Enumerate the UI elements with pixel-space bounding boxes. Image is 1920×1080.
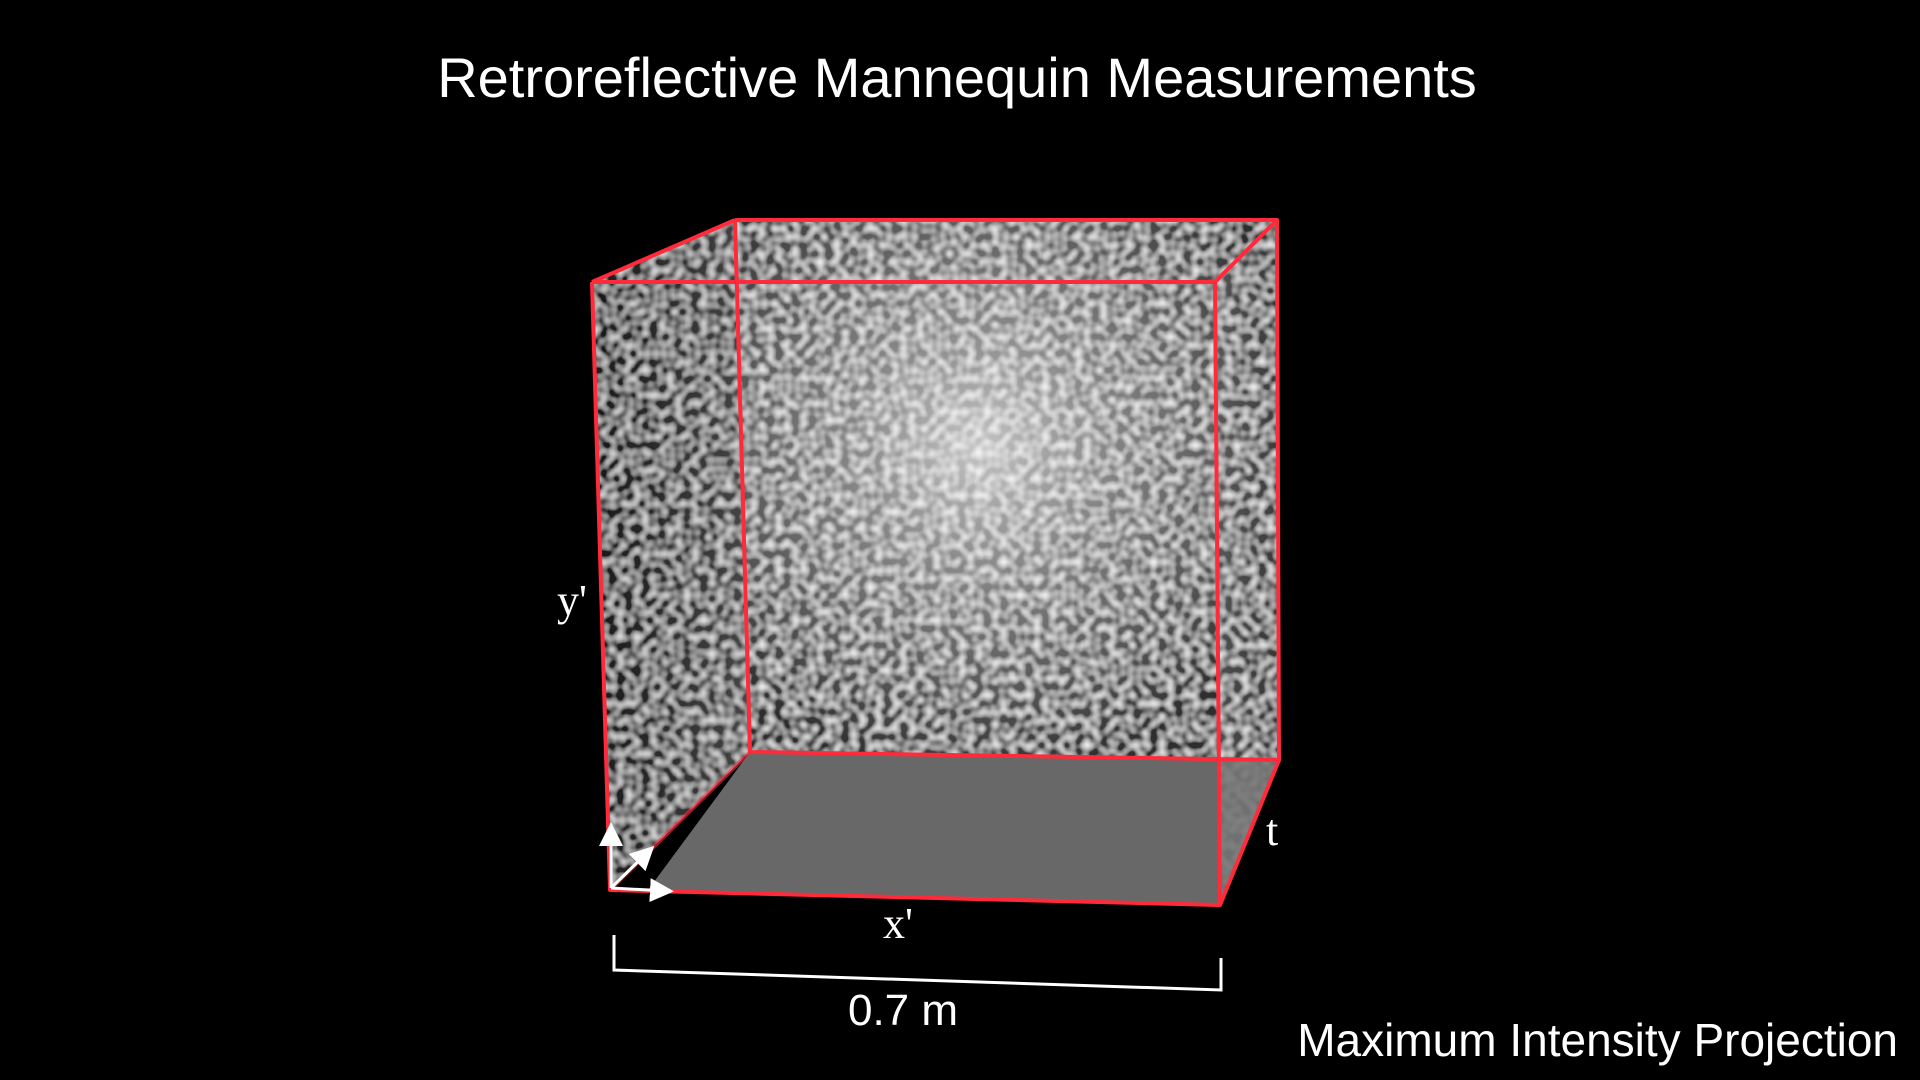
volume-right-face — [1215, 220, 1279, 905]
scale-bar — [612, 935, 1223, 992]
axis-triad — [599, 822, 674, 903]
y-axis-label: y' — [557, 576, 587, 625]
t-axis-label: t — [1266, 806, 1278, 855]
scale-bar-label: 0.7 m — [848, 986, 958, 1035]
page-title: Retroreflective Mannequin Measurements — [437, 46, 1477, 109]
box-edge-top-left — [591, 218, 736, 284]
volume-back-face — [735, 220, 1279, 760]
scale-bar-line — [612, 935, 1223, 992]
triad-x-arrow — [610, 878, 674, 903]
volume-floor — [648, 752, 1279, 905]
volume-left-face — [592, 220, 750, 890]
box-edge-top-right — [1213, 218, 1279, 284]
bounding-box — [590, 218, 1281, 907]
triad-t-arrow — [609, 845, 655, 890]
render-mode-caption: Maximum Intensity Projection — [1297, 1014, 1898, 1066]
box-edge-bottom-right — [1218, 759, 1281, 906]
x-axis-label: x' — [883, 899, 913, 948]
